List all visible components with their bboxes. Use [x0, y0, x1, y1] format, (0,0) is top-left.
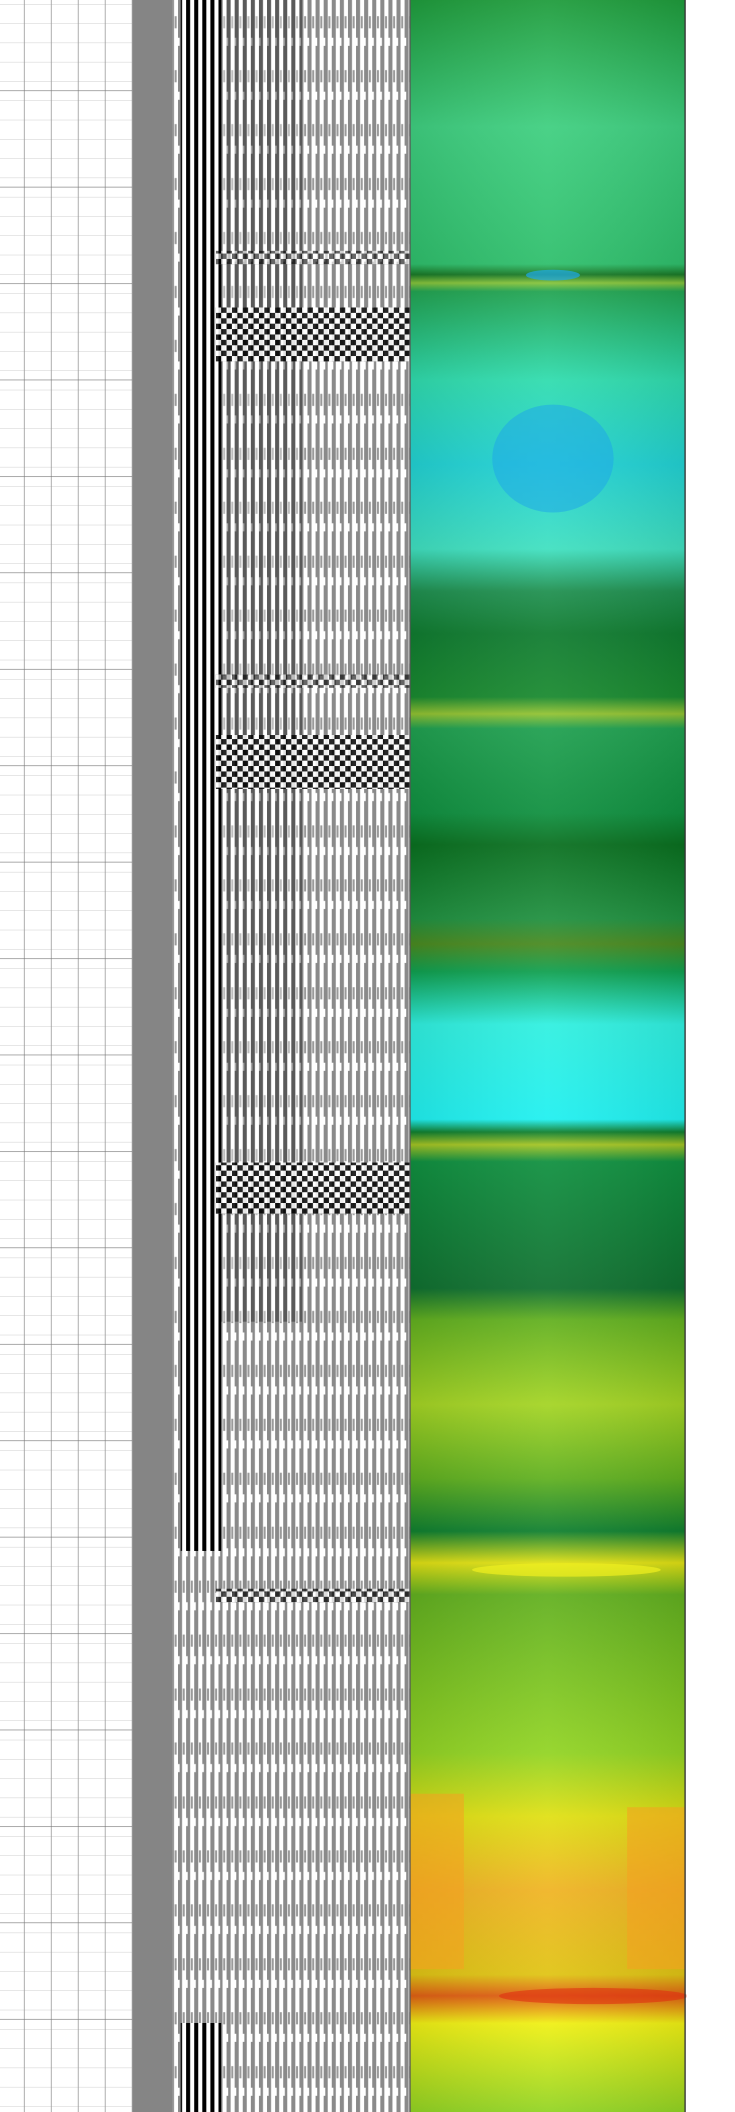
waveform-checker — [215, 250, 410, 265]
waveform-checker — [215, 307, 410, 362]
waveform-checker — [215, 1588, 410, 1603]
grid-major — [0, 0, 133, 2112]
image-spot — [492, 404, 614, 513]
waveform-strong — [180, 0, 222, 1551]
waveform-track — [172, 0, 410, 2112]
image-spot — [498, 1987, 688, 2005]
blank-margin — [686, 0, 735, 2112]
image-spot — [472, 1563, 661, 1577]
waveform-checker — [215, 735, 410, 789]
image-spot — [525, 269, 580, 281]
image-edge — [409, 1793, 464, 1970]
grid-track — [0, 0, 133, 2112]
image-edge — [627, 1807, 686, 1970]
waveform-mid — [221, 0, 303, 1322]
image-shading — [409, 0, 686, 2112]
separator-band — [132, 0, 173, 2112]
waveform-strong — [180, 2022, 222, 2112]
waveform-checker — [215, 674, 410, 688]
image-track — [409, 0, 688, 2112]
waveform-checker — [215, 1162, 410, 1214]
